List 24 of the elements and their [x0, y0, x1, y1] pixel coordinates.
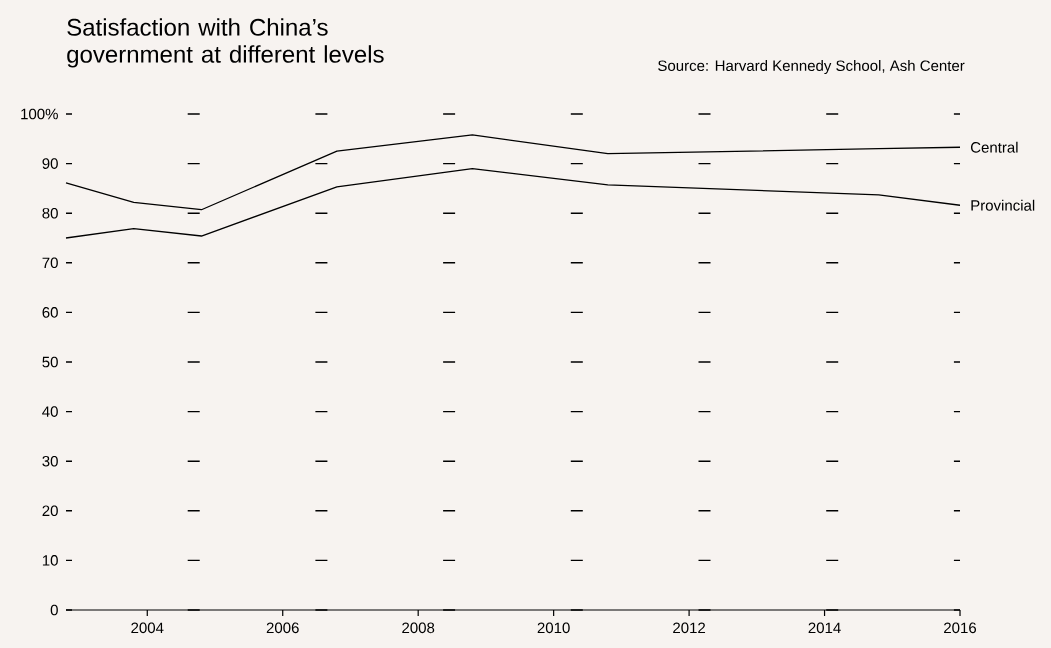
x-tick-label: 2014 — [808, 622, 841, 634]
x-tick-label: 2012 — [673, 622, 706, 634]
y-tick-label: 50 — [42, 356, 58, 368]
x-tick-label: 2016 — [944, 622, 977, 634]
y-tick-label: 0 — [50, 604, 58, 616]
chart-title: Satisfaction with China’s government at different levels — [67, 18, 384, 68]
x-tick-label: 2008 — [402, 622, 435, 634]
y-tick-label: 80 — [42, 207, 58, 219]
line-series — [65, 167, 961, 239]
series-label: Central — [970, 141, 1018, 153]
source-note: Source: Harvard Kennedy School, Ash Center — [658, 60, 965, 74]
y-tick-label: 40 — [42, 406, 58, 417]
series-label: Provincial — [971, 199, 1035, 211]
y-tick-label: 90 — [42, 158, 58, 169]
y-tick-label: 10 — [42, 555, 58, 566]
line-series — [65, 134, 961, 211]
y-tick-label: 30 — [42, 455, 58, 467]
y-tick-label: 20 — [42, 505, 58, 517]
x-tick-label: 2006 — [266, 622, 299, 634]
y-tick-label: 100% — [21, 108, 58, 120]
y-tick-label: 60 — [42, 307, 58, 318]
x-tick-label: 2004 — [131, 622, 164, 634]
x-tick-label: 2010 — [537, 622, 570, 634]
y-tick-label: 70 — [42, 257, 58, 269]
